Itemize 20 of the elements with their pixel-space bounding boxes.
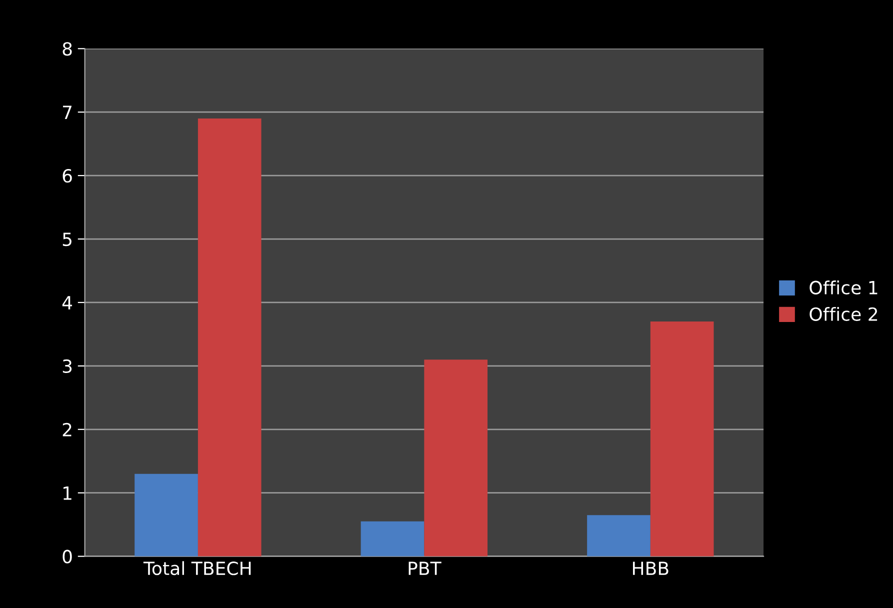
bar — [360, 521, 424, 556]
y-tick-label: 2 — [62, 422, 72, 436]
bar — [424, 360, 488, 556]
y-tick-label: 3 — [62, 359, 72, 374]
bar — [134, 474, 198, 556]
y-tick-label: 0 — [62, 550, 72, 564]
x-tick-label: PBT — [408, 562, 442, 575]
y-tick-label: 7 — [63, 106, 72, 119]
y-tick-label: 5 — [62, 232, 72, 246]
x-tick-label: HBB — [632, 562, 668, 575]
legend-label: Office 1 — [810, 280, 878, 294]
bar — [650, 322, 714, 556]
y-tick-label: 1 — [64, 486, 72, 500]
legend-label: Office 2 — [810, 306, 878, 321]
x-tick-label: Total TBECH — [143, 561, 251, 576]
bar — [198, 118, 262, 556]
y-tick-label: 8 — [62, 42, 72, 56]
y-tick-label: 6 — [62, 169, 72, 183]
bar — [587, 515, 650, 556]
y-tick-label: 4 — [62, 296, 72, 310]
